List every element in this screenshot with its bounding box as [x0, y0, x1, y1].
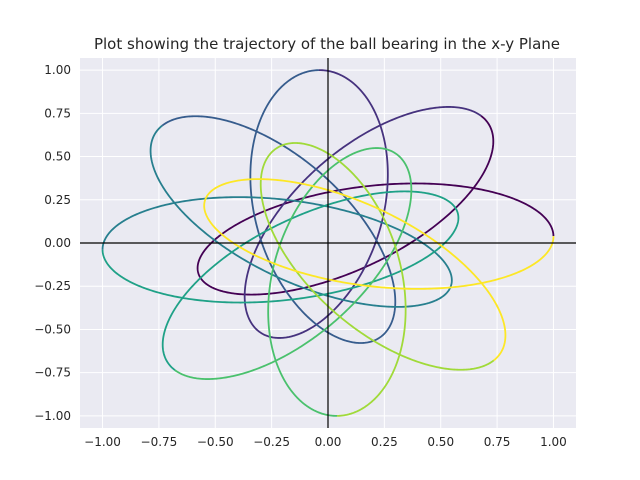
y-tick-label: 0.25	[44, 193, 71, 207]
y-tick-label: 1.00	[44, 63, 71, 77]
x-tick-label: 0.00	[315, 435, 342, 449]
x-tick-label: 0.50	[427, 435, 454, 449]
x-tick-label: 0.75	[484, 435, 511, 449]
y-tick-label: −1.00	[34, 409, 71, 423]
y-tick-label: −0.50	[34, 322, 71, 336]
y-tick-label: 0.75	[44, 106, 71, 120]
trajectory-segment	[101, 124, 453, 308]
trajectory-segment	[259, 142, 495, 417]
trajectory-segment	[161, 69, 397, 344]
x-tick-label: 0.25	[371, 435, 398, 449]
x-tick-label: 1.00	[540, 435, 567, 449]
y-axis-ticks: −1.00 −0.75 −0.50 −0.25 0.00 0.25 0.50 0.75 1.00	[34, 63, 71, 423]
origin-axes	[80, 58, 576, 428]
chart-title: Plot showing the trajectory of the ball …	[94, 35, 560, 53]
trajectory-segment	[196, 115, 555, 296]
x-tick-label: −0.75	[141, 435, 178, 449]
x-tick-label: −0.25	[253, 435, 290, 449]
x-tick-label: −0.50	[197, 435, 234, 449]
trajectory-segment	[203, 178, 555, 362]
trajectory-segment	[243, 69, 482, 339]
x-tick-label: −1.00	[84, 435, 121, 449]
y-tick-label: −0.75	[34, 366, 71, 380]
x-axis-ticks: −1.00 −0.75 −0.50 −0.25 0.00 0.25 0.50 0.75 1.00	[84, 435, 567, 449]
trajectory-segment	[174, 147, 413, 417]
y-tick-label: 0.50	[44, 150, 71, 164]
y-tick-label: −0.25	[34, 279, 71, 293]
y-tick-label: 0.00	[44, 236, 71, 250]
trajectory-paths	[101, 69, 555, 417]
trajectory-segment	[101, 190, 460, 371]
